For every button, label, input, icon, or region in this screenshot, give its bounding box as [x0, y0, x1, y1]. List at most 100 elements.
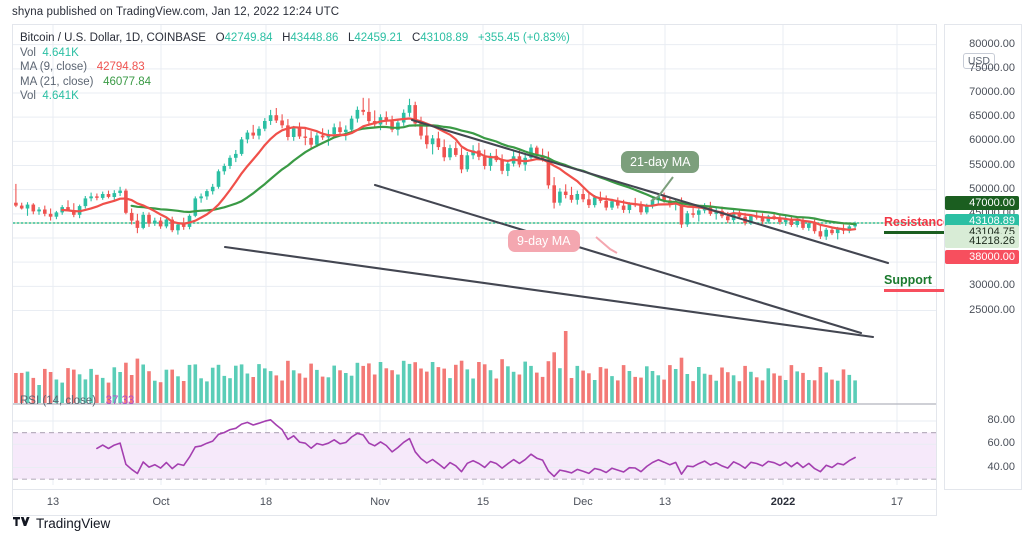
candle-body [199, 196, 203, 199]
volume-bar [517, 374, 522, 403]
volume-bar [633, 376, 637, 403]
volume-bar [48, 372, 53, 403]
candle-body [72, 210, 76, 215]
candle-body [592, 197, 597, 206]
volume-bar [465, 369, 470, 403]
volume-bar [818, 367, 823, 403]
candle-body [662, 196, 666, 201]
volume-bar [737, 381, 742, 403]
candle-body [338, 127, 342, 133]
candle-body [413, 105, 417, 124]
candle-body [19, 205, 24, 209]
tradingview-logo: TradingView [13, 516, 110, 531]
time-tick: 13 [46, 496, 60, 508]
candle-body [344, 129, 348, 133]
price-axis-chip: 43108.89 [945, 213, 1019, 228]
price-axis[interactable]: USD 80000.00 75000.00 70000.00 65000.00 6000… [944, 24, 1022, 490]
support-label: Support [884, 273, 932, 287]
candle-body [500, 160, 504, 171]
volume-bar [135, 358, 140, 403]
volume-bar [187, 364, 192, 403]
candle-body [268, 115, 273, 121]
volume-bar [436, 367, 441, 403]
candle-body [471, 150, 475, 156]
chart-drawing-layer [13, 25, 936, 485]
candle-body [835, 228, 840, 234]
callout-21-day-ma: 21-day MA [621, 151, 700, 173]
candle-body [193, 198, 198, 216]
volume-bar [413, 362, 417, 403]
candle-body [280, 120, 284, 126]
volume-bar [679, 357, 684, 403]
candle-body [48, 213, 53, 217]
volume-bar [263, 368, 267, 403]
volume-bar [19, 372, 24, 403]
volume-bar [193, 364, 198, 403]
candle-body [95, 196, 99, 198]
time-axis[interactable]: 13 Oct 18 Nov 15 Dec 13 2022 17 [12, 490, 937, 516]
price-axis-chip: 41218.26 [945, 234, 1019, 249]
candle-body [482, 156, 487, 166]
candle-body [14, 202, 18, 206]
candle-body [830, 229, 834, 234]
trendline-2 [373, 183, 863, 335]
volume-bar [407, 363, 412, 403]
volume-bar [124, 362, 128, 403]
candle-body [546, 159, 551, 186]
volume-bar [841, 369, 846, 403]
candle-body [147, 214, 151, 224]
candle-body [286, 125, 290, 137]
chart-canvas[interactable]: Bitcoin / U.S. Dollar, 1D, COINBASE O427… [12, 24, 952, 490]
volume-bar [349, 375, 354, 403]
volume-bar [731, 375, 736, 403]
candle-body [153, 220, 157, 224]
candle-body [425, 135, 429, 145]
time-tick: 15 [476, 496, 490, 508]
volume-bar [320, 376, 325, 403]
volume-bar [766, 368, 771, 403]
volume-bar [778, 375, 782, 403]
candle-body [83, 198, 88, 207]
candle-body [407, 105, 412, 113]
candle-body [297, 128, 302, 137]
candle-body [621, 205, 626, 210]
candle-body [685, 213, 690, 225]
candle-body [66, 207, 70, 210]
candle-body [506, 163, 510, 171]
volume-bar [141, 364, 145, 403]
candle-body [401, 112, 406, 123]
candle-body [216, 171, 221, 187]
candle-body [610, 201, 614, 208]
price-tick: 50000.00 [969, 182, 1015, 195]
candle-body [488, 155, 493, 166]
volume-bar [291, 370, 296, 403]
volume-bar [454, 364, 458, 403]
time-tick: Oct [152, 496, 170, 508]
volume-bar [54, 379, 59, 403]
volume-bar [344, 373, 348, 403]
volume-bar [315, 369, 319, 403]
volume-bar [338, 370, 342, 403]
volume-bar [807, 380, 811, 403]
volume-bar [471, 378, 475, 403]
volume-bar [309, 363, 313, 403]
volume-bar [760, 380, 765, 403]
candle-body [263, 121, 267, 129]
volume-bar [14, 373, 18, 403]
candle-body [390, 121, 394, 130]
volume-bar [181, 381, 186, 403]
candle-body [818, 231, 823, 237]
candle-body [783, 218, 788, 223]
candle-body [355, 109, 360, 119]
volume-bar [66, 368, 70, 403]
volume-bar [563, 331, 568, 403]
candle-body [228, 157, 232, 166]
candle-body [141, 214, 145, 228]
volume-bar [367, 363, 371, 403]
candle-body [448, 148, 452, 158]
volume-bar [668, 365, 672, 403]
candle-body [749, 215, 753, 224]
volume-bar [535, 372, 539, 403]
price-tick: 75000.00 [969, 61, 1015, 74]
